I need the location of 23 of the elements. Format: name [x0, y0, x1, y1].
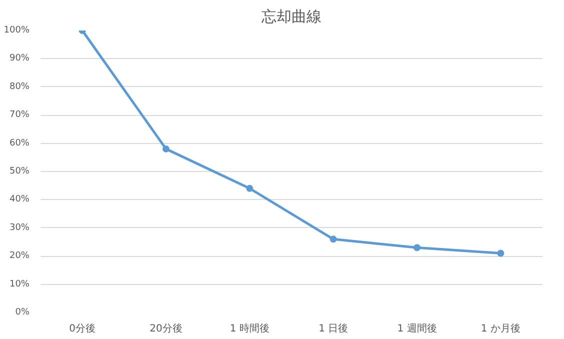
y-tick-label: 30%: [9, 222, 30, 233]
x-tick-label: 20分後: [150, 322, 182, 334]
x-tick-label: 1 週間後: [397, 322, 437, 334]
x-tick-label: 1 時間後: [230, 322, 270, 334]
y-tick-label: 0%: [15, 308, 30, 318]
x-tick-label: 0分後: [69, 322, 96, 334]
point: [330, 236, 337, 243]
x-tick-label: 1 か月後: [480, 322, 520, 334]
point: [414, 244, 420, 252]
y-tick-label: 90%: [9, 54, 30, 64]
point: [246, 184, 254, 192]
y-tick-label: 80%: [9, 82, 30, 92]
y-tick-label: 40%: [9, 194, 30, 205]
point: [497, 250, 504, 257]
y-tick-label: 70%: [9, 110, 30, 120]
y-tick-label: 60%: [9, 138, 30, 148]
point: [162, 145, 170, 152]
y-tick-label: 10%: [9, 279, 30, 290]
chart-title: 忘却曲線: [262, 8, 322, 26]
y-tick-label: 20%: [9, 251, 30, 262]
y-tick-label: 50%: [9, 166, 30, 176]
x-tick-label: 1 日後: [318, 322, 348, 334]
y-tick-label: 100%: [4, 26, 30, 36]
